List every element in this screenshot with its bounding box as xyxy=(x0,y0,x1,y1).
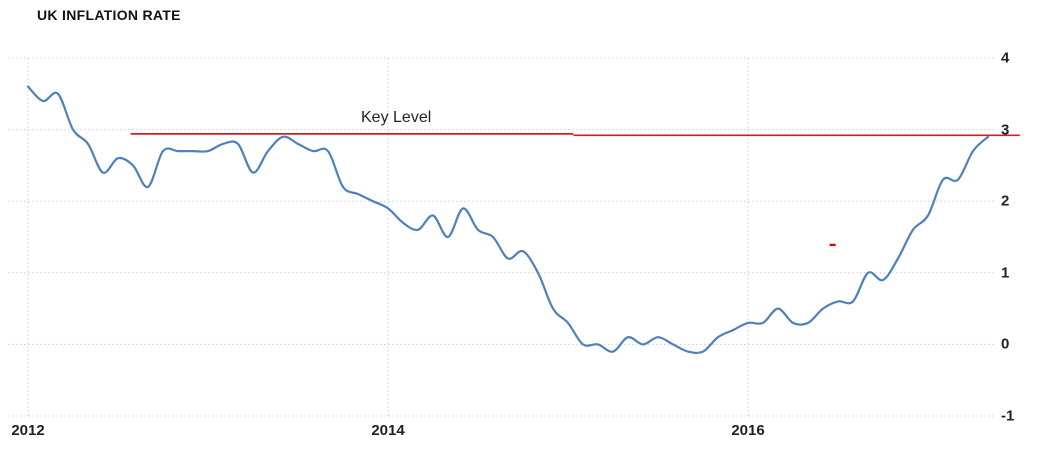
y-axis-label: 1 xyxy=(1001,264,1010,282)
y-axis-label: 3 xyxy=(1001,121,1010,139)
chart-title: UK INFLATION RATE xyxy=(37,7,181,23)
key-level-label: Key Level xyxy=(361,109,432,126)
inflation-line-series xyxy=(26,85,990,355)
y-axis-label: 0 xyxy=(1001,335,1010,353)
x-axis-label: 2016 xyxy=(731,422,765,439)
y-axis-label: 2 xyxy=(1001,192,1010,210)
y-axis-label: -1 xyxy=(1001,407,1015,425)
x-axis-label: 2012 xyxy=(11,422,45,439)
y-axis-label: 4 xyxy=(1001,49,1010,67)
x-axis-label: 2014 xyxy=(371,422,405,439)
